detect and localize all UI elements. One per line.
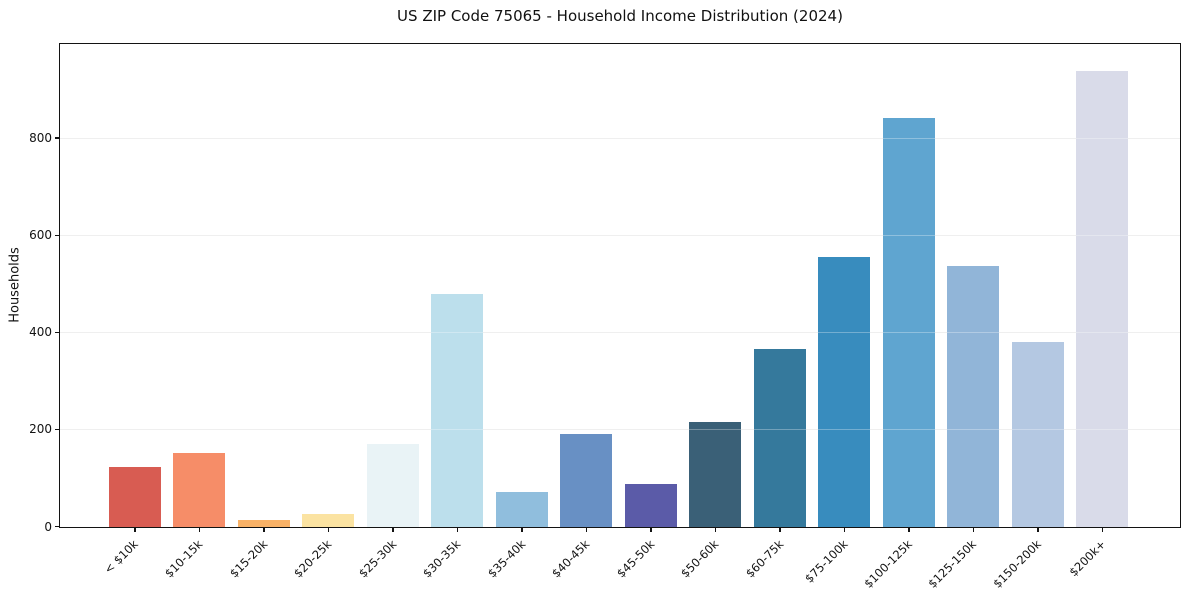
bar-45-50k (624, 484, 677, 527)
ytick-mark-800 (55, 137, 59, 139)
gridline-y800 (60, 137, 1180, 139)
bar-10k (108, 466, 161, 527)
gridline-y200 (60, 428, 1180, 430)
xtick-label-11: $75-100k (801, 537, 851, 586)
ytick-label-0: 0 (44, 519, 52, 534)
xtick-mark-4 (392, 528, 394, 532)
xtick-mark-8 (650, 528, 652, 532)
ytick-label-200: 200 (29, 422, 52, 437)
ytick-mark-600 (55, 234, 59, 236)
xtick-label-12: $100-125k (861, 537, 915, 590)
xtick-label-8: $45-50k (613, 537, 657, 581)
xtick-mark-6 (521, 528, 523, 532)
ytick-mark-0 (55, 525, 59, 528)
xtick-mark-12 (908, 528, 910, 532)
bar-50-60k (689, 422, 741, 527)
xtick-label-13: $125-150k (925, 537, 980, 590)
xtick-mark-1 (198, 528, 201, 532)
xtick-mark-13 (972, 528, 975, 532)
bar-40-45k (560, 433, 612, 527)
xtick-mark-3 (327, 528, 330, 532)
gridline-overlay-y200 (60, 428, 1180, 430)
xtick-mark-15 (1101, 528, 1104, 532)
ytick-label-400: 400 (29, 325, 52, 340)
chart-title: US ZIP Code 75065 - Household Income Dis… (397, 7, 843, 25)
xtick-mark-7 (585, 528, 588, 532)
xtick-mark-10 (779, 528, 781, 532)
xtick-label-2: $15-20k (226, 537, 270, 581)
xtick-label-3: $20-25k (290, 537, 335, 581)
bar-15-20k (237, 519, 290, 527)
xtick-mark-2 (263, 528, 265, 532)
xtick-label-6: $35-40k (484, 537, 528, 581)
xtick-mark-14 (1037, 528, 1039, 532)
bar-25-30k (366, 444, 419, 527)
bar-200k (1076, 70, 1128, 527)
xtick-label-15: $200k+ (1066, 537, 1109, 580)
xtick-mark-5 (456, 528, 459, 532)
ytick-mark-200 (55, 428, 59, 431)
bar-60-75k (753, 349, 806, 527)
gridline-overlay-y800 (60, 137, 1180, 139)
xtick-label-4: $25-30k (355, 537, 399, 581)
plot-area (59, 43, 1181, 528)
xtick-label-14: $150-200k (990, 537, 1044, 590)
ytick-mark-400 (55, 331, 59, 334)
gridline-y400 (60, 331, 1180, 333)
gridline-overlay-y400 (60, 331, 1180, 333)
xtick-label-0: < $10k (101, 537, 141, 577)
bar-150-200k (1011, 342, 1064, 527)
xtick-mark-9 (714, 528, 717, 532)
bar-10-15k (173, 453, 225, 527)
gridline-overlay-y600 (60, 234, 1180, 236)
xtick-label-10: $60-75k (742, 537, 786, 581)
bar-125-150k (947, 265, 999, 527)
gridline-y600 (60, 234, 1180, 236)
ytick-label-800: 800 (29, 131, 52, 146)
ytick-label-600: 600 (29, 228, 52, 243)
xtick-label-1: $10-15k (161, 537, 206, 581)
y-axis-label: Households (7, 247, 23, 323)
xtick-mark-0 (134, 528, 136, 532)
xtick-mark-11 (843, 528, 846, 532)
bar-20-25k (302, 513, 354, 527)
xtick-label-9: $50-60k (677, 537, 722, 581)
bar-75-100k (818, 257, 870, 527)
xtick-label-5: $30-35k (419, 537, 464, 581)
xtick-label-7: $40-45k (548, 537, 593, 581)
bar-35-40k (495, 492, 548, 527)
bar-100-125k (882, 117, 935, 527)
bar-30-35k (431, 293, 483, 527)
